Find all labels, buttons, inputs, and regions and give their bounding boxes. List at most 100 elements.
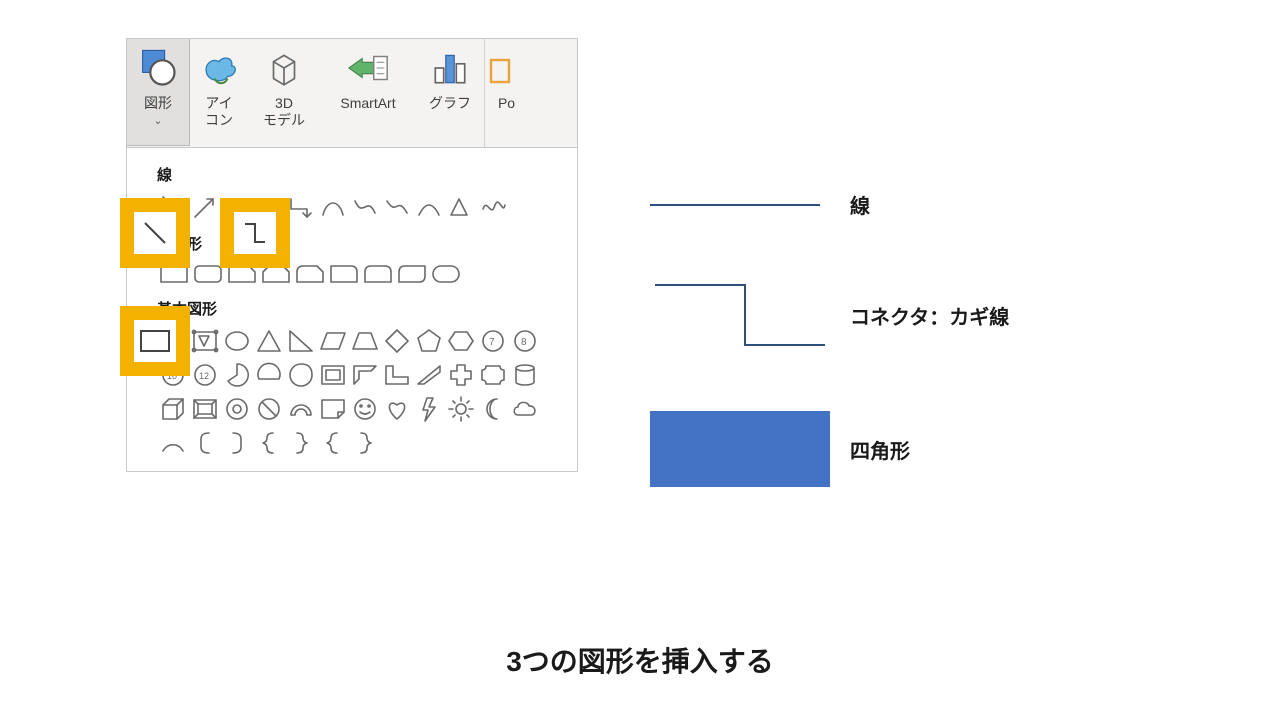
shape-ellipse[interactable] — [221, 325, 253, 357]
shape-brace-pair-l[interactable] — [317, 427, 349, 459]
svg-text:7: 7 — [489, 337, 495, 348]
example-rect-row: 四角形 — [650, 411, 1210, 487]
shape-plaque[interactable] — [477, 359, 509, 391]
shape-freeform[interactable] — [445, 191, 477, 223]
line-sample — [650, 204, 820, 206]
shape-triangle[interactable] — [253, 325, 285, 357]
ribbon-label: 3D モデル — [263, 95, 305, 129]
caption: 3つの図形を挿入する — [0, 640, 1280, 680]
section-rects-title: 四角形 — [127, 223, 577, 260]
svg-text:12: 12 — [199, 371, 209, 381]
shape-diag-stripe[interactable] — [413, 359, 445, 391]
shapes-dropdown: 線 四角形 基本図形 A — [127, 148, 577, 471]
shape-rect-round2[interactable] — [361, 260, 395, 288]
shape-lshape[interactable] — [381, 359, 413, 391]
example-line-label: 線 — [850, 190, 870, 219]
highlight-line — [120, 198, 190, 268]
shape-rect-round1[interactable] — [327, 260, 361, 288]
shape-line-arrow[interactable] — [189, 191, 221, 223]
shape-heptagon[interactable]: 7 — [477, 325, 509, 357]
shapes-icon — [135, 45, 181, 91]
shape-curve[interactable] — [317, 191, 349, 223]
shape-diamond[interactable] — [381, 325, 413, 357]
section-lines-title: 線 — [127, 154, 577, 191]
shape-arc[interactable] — [413, 191, 445, 223]
shape-dodecagon[interactable]: 12 — [189, 359, 221, 391]
shape-brace-r[interactable] — [285, 427, 317, 459]
connector-sample — [650, 275, 830, 355]
example-connector-row: コネクタ：カギ線 — [650, 275, 1210, 355]
example-rect-fig — [650, 411, 850, 487]
shape-block-arc[interactable] — [285, 393, 317, 425]
examples: 線 コネクタ：カギ線 四角形 — [650, 190, 1210, 487]
smartart-button[interactable]: SmartArt — [320, 39, 416, 147]
shape-cylinder[interactable] — [509, 359, 541, 391]
basic-row: A 7 8 10 12 — [127, 325, 567, 459]
shape-brace-l[interactable] — [253, 427, 285, 459]
shape-textbox-v[interactable] — [189, 325, 221, 357]
shape-arc2[interactable] — [157, 427, 189, 459]
rect-sample — [650, 411, 830, 487]
chevron-down-icon: ⌄ — [153, 114, 162, 127]
shape-brace-pair-r[interactable] — [349, 427, 381, 459]
shape-folded-corner[interactable] — [317, 393, 349, 425]
shape-rect-snipround[interactable] — [293, 260, 327, 288]
shape-heart[interactable] — [381, 393, 413, 425]
power-button-partial[interactable]: Po — [484, 39, 528, 147]
cube-icon — [261, 45, 307, 91]
smartart-icon — [345, 45, 391, 91]
shape-octagon[interactable]: 8 — [509, 325, 541, 357]
shape-donut[interactable] — [221, 393, 253, 425]
ribbon-label: 図形 — [144, 95, 172, 112]
3d-model-button[interactable]: 3D モデル — [248, 39, 320, 147]
shape-cube[interactable] — [157, 393, 189, 425]
shape-bracket-l[interactable] — [189, 427, 221, 459]
shape-trapezoid[interactable] — [349, 325, 381, 357]
example-connector-label: コネクタ：カギ線 — [850, 301, 1009, 330]
rects-row — [127, 260, 577, 288]
shape-half-frame[interactable] — [349, 359, 381, 391]
shapes-button[interactable]: 図形 ⌄ — [127, 39, 190, 146]
chart-icon — [427, 45, 473, 91]
shape-pie[interactable] — [221, 359, 253, 391]
example-line-row: 線 — [650, 190, 1210, 219]
icons-button[interactable]: アイ コン — [190, 39, 248, 147]
ribbon-label: Po — [498, 95, 515, 112]
shape-rect-roundall[interactable] — [429, 260, 463, 288]
shapes-panel: 図形 ⌄ アイ コン 3D モデル — [126, 38, 578, 472]
shape-frame[interactable] — [317, 359, 349, 391]
shape-curve2[interactable] — [349, 191, 381, 223]
shape-noentry[interactable] — [253, 393, 285, 425]
shape-right-tri[interactable] — [285, 325, 317, 357]
shape-plus[interactable] — [445, 359, 477, 391]
highlight-elbow — [220, 198, 290, 268]
shape-teardrop[interactable] — [285, 359, 317, 391]
example-rect-label: 四角形 — [850, 435, 910, 464]
shape-scurve[interactable] — [381, 191, 413, 223]
shape-parallelogram[interactable] — [317, 325, 349, 357]
example-line-fig — [650, 204, 850, 206]
ribbon-label: アイ コン — [205, 95, 233, 129]
shape-smiley[interactable] — [349, 393, 381, 425]
duck-icon — [196, 45, 242, 91]
shape-pentagon[interactable] — [413, 325, 445, 357]
shape-rect-rounddiag[interactable] — [395, 260, 429, 288]
shape-sun[interactable] — [445, 393, 477, 425]
shape-bevel[interactable] — [189, 393, 221, 425]
svg-text:8: 8 — [521, 337, 527, 348]
shape-chord[interactable] — [253, 359, 285, 391]
shape-scribble[interactable] — [477, 191, 509, 223]
shape-cloud[interactable] — [509, 393, 541, 425]
chart-button[interactable]: グラフ — [416, 39, 484, 147]
shape-moon[interactable] — [477, 393, 509, 425]
shape-bracket-r[interactable] — [221, 427, 253, 459]
shape-hexagon[interactable] — [445, 325, 477, 357]
powerbi-icon — [484, 45, 530, 91]
ribbon-label: グラフ — [429, 95, 471, 112]
shape-lightning[interactable] — [413, 393, 445, 425]
ribbon-label: SmartArt — [340, 95, 395, 112]
lines-row — [127, 191, 577, 223]
ribbon: 図形 ⌄ アイ コン 3D モデル — [127, 39, 577, 148]
section-basic-title: 基本図形 — [127, 288, 577, 325]
example-connector-fig — [650, 275, 850, 355]
